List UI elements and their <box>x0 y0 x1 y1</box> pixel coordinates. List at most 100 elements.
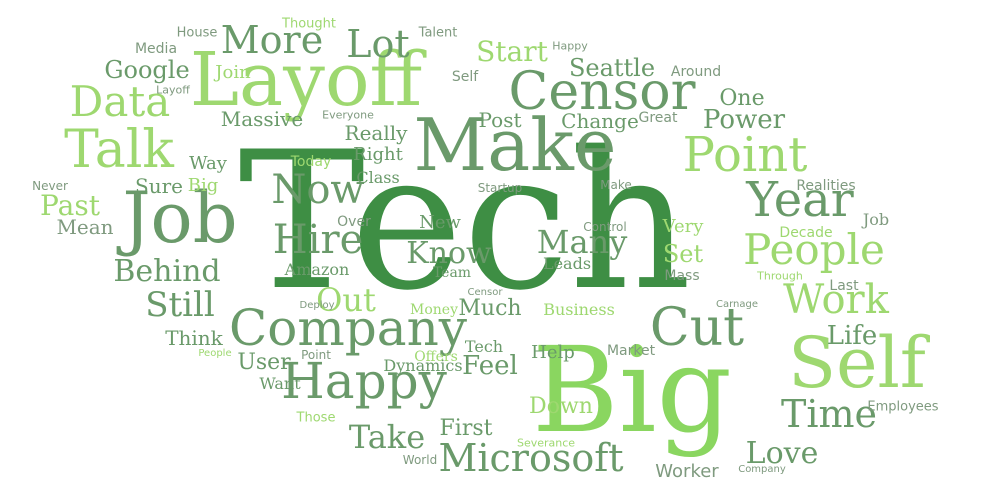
word-company: Company <box>738 464 786 475</box>
word-many: Many <box>536 223 628 261</box>
word-time: Time <box>780 392 878 436</box>
word-today: Today <box>290 154 332 170</box>
word-job: Job <box>862 210 890 229</box>
word-cut: Cut <box>649 298 745 358</box>
word-deploy: Deploy <box>299 300 335 311</box>
word-media: Media <box>134 41 178 57</box>
word-people: People <box>743 225 885 274</box>
word-user: User <box>237 350 291 375</box>
word-control: Control <box>583 220 627 234</box>
word-first: First <box>439 416 493 441</box>
word-feel: Feel <box>462 351 518 381</box>
word-dynamics: Dynamics <box>383 356 463 375</box>
word-mean: Mean <box>56 215 114 239</box>
word-make: Make <box>600 178 632 192</box>
word-those: Those <box>296 410 336 426</box>
word-big: Big <box>532 321 732 459</box>
word-severance: Severance <box>516 436 576 450</box>
word-house: House <box>176 25 218 41</box>
word-want: Want <box>259 374 301 393</box>
word-lot: Lot <box>346 22 410 66</box>
word-seattle: Seattle <box>568 54 656 82</box>
word-help: Help <box>531 342 575 363</box>
word-team: Team <box>432 265 472 281</box>
word-job: Job <box>122 177 238 259</box>
word-now: Now <box>271 167 365 213</box>
word-data: Data <box>69 77 171 126</box>
word-really: Really <box>344 121 408 145</box>
word-one: One <box>719 86 765 111</box>
word-thought: Thought <box>282 16 336 32</box>
word-company: Company <box>228 299 468 357</box>
word-layoff: Layoff <box>189 37 423 123</box>
word-year: Year <box>746 172 854 228</box>
word-big: Big <box>187 175 219 196</box>
word-people: People <box>198 348 232 359</box>
word-everyone: Everyone <box>322 108 374 122</box>
word-life: Life <box>826 321 878 351</box>
word-more: More <box>220 18 324 62</box>
word-know: Know <box>406 236 492 271</box>
word-censor: Censor <box>467 287 503 298</box>
word-happy: Happy <box>552 39 588 53</box>
word-way: Way <box>189 153 227 174</box>
word-self: Self <box>451 69 479 85</box>
word-self: Self <box>788 322 926 404</box>
word-market: Market <box>606 343 656 359</box>
word-google: Google <box>104 56 190 84</box>
word-post: Post <box>478 108 522 132</box>
word-carnage: Carnage <box>715 299 759 310</box>
word-great: Great <box>638 110 678 126</box>
word-sure: Sure <box>135 174 183 198</box>
word-hire: Hire <box>272 217 364 263</box>
word-make: Make <box>413 103 617 187</box>
word-last: Last <box>829 278 859 294</box>
word-business: Business <box>543 300 615 319</box>
word-change: Change <box>561 109 639 133</box>
word-start: Start <box>476 35 548 68</box>
word-think: Think <box>165 326 223 350</box>
word-tech: Tech <box>238 111 692 332</box>
word-decade: Decade <box>779 225 833 241</box>
word-leads: Leads <box>542 254 592 273</box>
word-set: Set <box>662 240 704 268</box>
word-love: Love <box>745 436 819 471</box>
word-point: Point <box>301 348 331 362</box>
word-class: Class <box>356 168 400 187</box>
word-mass: Mass <box>664 268 700 284</box>
word-tech: Tech <box>464 337 504 356</box>
word-money: Money <box>410 302 458 318</box>
word-around: Around <box>670 64 722 80</box>
word-censor: Censor <box>508 62 696 122</box>
word-still: Still <box>145 285 215 325</box>
word-right: Right <box>353 144 403 165</box>
word-massive: Massive <box>220 107 304 131</box>
word-microsoft: Microsoft <box>438 436 624 480</box>
word-point: Point <box>682 127 808 183</box>
word-work: Work <box>783 277 889 323</box>
word-startup: Startup <box>477 181 523 195</box>
word-take: Take <box>348 418 426 456</box>
word-new: New <box>419 212 461 233</box>
word-talent: Talent <box>418 25 458 41</box>
word-talk: Talk <box>64 120 174 180</box>
word-worker: Worker <box>655 461 719 482</box>
word-power: Power <box>702 105 786 135</box>
word-over: Over <box>337 214 371 230</box>
word-very: Very <box>662 216 704 237</box>
word-behind: Behind <box>113 254 221 289</box>
word-realities: Realities <box>796 178 856 194</box>
word-offers: Offers <box>414 349 458 365</box>
word-world: World <box>402 453 438 467</box>
word-join: Join <box>215 62 251 83</box>
word-amazon: Amazon <box>284 260 350 279</box>
word-out: Out <box>316 281 376 319</box>
word-down: Down <box>529 394 593 419</box>
word-never: Never <box>32 179 68 193</box>
word-through: Through <box>757 269 803 283</box>
word-past: Past <box>40 189 100 222</box>
word-happy: Happy <box>281 352 447 410</box>
word-much: Much <box>458 296 522 321</box>
word-employees: Employees <box>867 399 939 415</box>
